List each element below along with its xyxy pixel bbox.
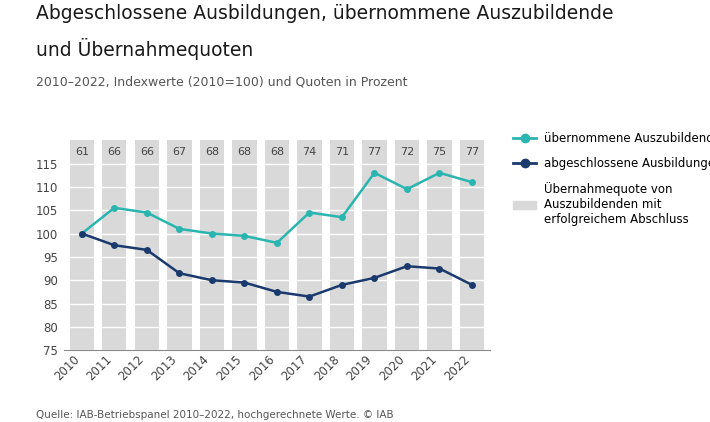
Legend: übernommene Auszubildende, abgeschlossene Ausbildungen, Übernahmequote von
Auszu: übernommene Auszubildende, abgeschlossen… xyxy=(513,133,710,226)
Bar xyxy=(395,140,419,350)
Text: 68: 68 xyxy=(204,147,219,157)
Bar xyxy=(232,140,256,350)
Text: 68: 68 xyxy=(270,147,284,157)
Text: 67: 67 xyxy=(173,147,187,157)
Bar xyxy=(329,140,354,350)
Bar xyxy=(427,140,452,350)
Text: 66: 66 xyxy=(107,147,121,157)
Text: 72: 72 xyxy=(400,147,414,157)
Text: 75: 75 xyxy=(432,147,447,157)
Text: 71: 71 xyxy=(335,147,349,157)
Bar xyxy=(265,140,289,350)
Text: 61: 61 xyxy=(75,147,89,157)
Bar xyxy=(167,140,192,350)
Text: 66: 66 xyxy=(140,147,154,157)
Text: 74: 74 xyxy=(302,147,317,157)
Text: Quelle: IAB-Betriebspanel 2010–2022, hochgerechnete Werte. © IAB: Quelle: IAB-Betriebspanel 2010–2022, hoc… xyxy=(36,410,393,420)
Text: 77: 77 xyxy=(367,147,381,157)
Text: 68: 68 xyxy=(237,147,251,157)
Text: 77: 77 xyxy=(465,147,479,157)
Bar xyxy=(200,140,224,350)
Text: 2010–2022, Indexwerte (2010=100) und Quoten in Prozent: 2010–2022, Indexwerte (2010=100) und Quo… xyxy=(36,76,407,89)
Bar xyxy=(297,140,322,350)
Bar xyxy=(460,140,484,350)
Bar xyxy=(102,140,126,350)
Text: Abgeschlossene Ausbildungen, übernommene Auszubildende: Abgeschlossene Ausbildungen, übernommene… xyxy=(36,4,613,23)
Bar xyxy=(70,140,94,350)
Bar xyxy=(135,140,159,350)
Text: und Übernahmequoten: und Übernahmequoten xyxy=(36,38,253,60)
Bar xyxy=(362,140,387,350)
